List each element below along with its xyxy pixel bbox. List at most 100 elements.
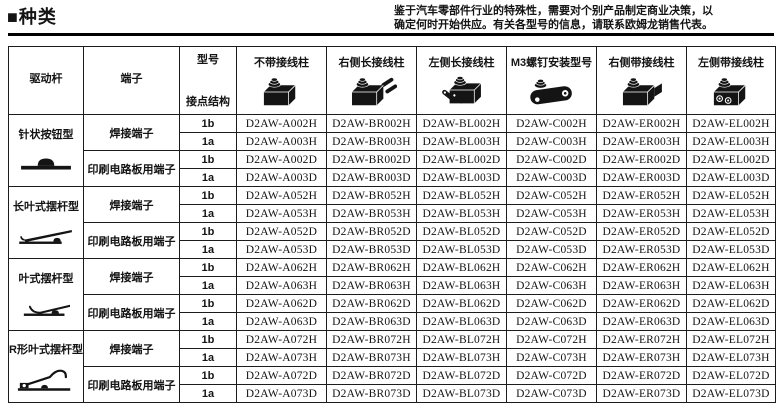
model-number-cell: D2AW-BR073D (325, 384, 417, 403)
contact-structure-cell: 1b (178, 294, 237, 313)
model-number-cell: D2AW-A003D (235, 168, 327, 187)
switch-left-long-terminal-icon (442, 76, 482, 104)
divider-rule (8, 33, 774, 36)
table-row: 1a D2AW-A003H D2AW-BR003H D2AW-BL003H D2AW-C… (9, 132, 776, 151)
table-row: 印刷电路板用端子 1b D2AW-A002D D2AW-BR002D D2AW-BL00… (9, 150, 776, 187)
table-row: 印刷电路板用端子 1b D2AW-A072D D2AW-BR072D D2AW-BL07… (9, 366, 776, 403)
header-product-col-plain: 不带接线柱 (235, 46, 327, 115)
model-number-cell: D2AW-C072D (505, 366, 597, 385)
model-number-cell: D2AW-ER003D (595, 168, 687, 187)
model-number-cell: D2AW-C003D (505, 168, 597, 187)
model-number-cell: D2AW-EL063H (685, 276, 776, 295)
table-body: 针状按钮型 焊接端子 1b D2AW-A002H D2AW-BR002H D2AW-BL0… (8, 114, 776, 403)
model-number-cell: D2AW-BL062H (415, 258, 507, 277)
header-product-col-left-long: 左侧长接线柱 (415, 46, 507, 115)
model-number-cell: D2AW-A053D (235, 240, 327, 259)
header-contact-structure-label: 接点结构 (185, 96, 230, 108)
table-row: 1a D2AW-A073H D2AW-BR073H D2AW-BL073H D2AW-C… (9, 348, 776, 367)
model-number-cell: D2AW-EL002H (685, 114, 776, 133)
model-number-cell: D2AW-BL003H (415, 132, 507, 151)
table-row: 印刷电路板用端子 1b D2AW-A062D D2AW-BR062D D2AW-BL06… (9, 294, 776, 331)
table-row: 印刷电路板用端子 1b D2AW-A052D D2AW-BR052D D2AW-BL05… (9, 222, 776, 259)
terminal-type-cell: 焊接端子 (82, 258, 180, 295)
model-number-cell: D2AW-ER062H (595, 258, 687, 277)
model-number-cell: D2AW-C053D (505, 240, 597, 259)
model-number-cell: D2AW-BL002H (415, 114, 507, 133)
model-number-cell: D2AW-C063D (505, 312, 597, 331)
contact-structure-cell: 1b (178, 258, 237, 277)
table-row: 1a D2AW-A063D D2AW-BR063D D2AW-BL063D D2AW-C… (9, 312, 776, 331)
model-number-cell: D2AW-C063H (505, 276, 597, 295)
hinge-lever-icon (23, 304, 70, 316)
table-header-row: 驱动杆 端子 型号 接点结构 不带接线柱 (8, 46, 776, 115)
model-number-cell: D2AW-BL063D (415, 312, 507, 331)
model-number-cell: D2AW-EL072D (685, 366, 776, 385)
table-row: 叶式摆杆型 焊接端子 1b D2AW-A062H D2AW-BR062H D2AW-BL0… (8, 258, 776, 331)
terminal-type-cell: 印刷电路板用端子 (82, 366, 180, 403)
model-number-cell: D2AW-ER002H (595, 114, 687, 133)
contact-structure-cell: 1a (178, 276, 237, 295)
model-number-cell: D2AW-EL003H (685, 132, 776, 151)
switch-right-long-terminal-icon (352, 77, 398, 106)
table-row: 1a D2AW-A063H D2AW-BR063H D2AW-BL063H D2AW-C… (9, 276, 776, 295)
model-number-cell: D2AW-BR053H (325, 204, 417, 223)
model-number-cell: D2AW-BL002D (415, 150, 507, 169)
model-number-cell: D2AW-BL052H (415, 186, 507, 205)
model-number-cell: D2AW-EL053D (685, 240, 776, 259)
model-number-cell: D2AW-BR002H (325, 114, 417, 133)
model-number-cell: D2AW-C003H (505, 132, 597, 151)
model-number-cell: D2AW-BR072D (325, 366, 417, 385)
model-number-cell: D2AW-ER052D (595, 222, 687, 241)
model-number-cell: D2AW-C062D (505, 294, 597, 313)
model-number-cell: D2AW-BR062D (325, 294, 417, 313)
header-product-col-right-terminal: 右侧带接线柱 (595, 46, 687, 115)
model-number-cell: D2AW-BL072H (415, 330, 507, 349)
model-number-cell: D2AW-EL073D (685, 384, 776, 403)
model-number-cell: D2AW-ER062D (595, 294, 687, 313)
model-number-cell: D2AW-ER063H (595, 276, 687, 295)
model-number-cell: D2AW-ER073D (595, 384, 687, 403)
table-row: 1a D2AW-A053H D2AW-BR053H D2AW-BL053H D2AW-C… (9, 204, 776, 223)
model-number-cell: D2AW-BL073D (415, 384, 507, 403)
model-number-cell: D2AW-EL053H (685, 204, 776, 223)
section-title: ■种类 (7, 7, 57, 27)
model-number-cell: D2AW-BR003H (325, 132, 417, 151)
model-number-cell: D2AW-EL072H (685, 330, 776, 349)
model-number-cell: D2AW-EL002D (685, 150, 776, 169)
model-number-cell: D2AW-BL053H (415, 204, 507, 223)
contact-structure-cell: 1a (178, 168, 237, 187)
model-number-cell: D2AW-A063D (235, 312, 327, 331)
header-product-label: M3螺钉安装型号 (510, 57, 593, 69)
contact-structure-cell: 1a (178, 240, 237, 259)
model-number-cell: D2AW-EL052H (685, 186, 776, 205)
model-number-cell: D2AW-BR002D (325, 150, 417, 169)
header-product-col-left-terminal: 左侧带接线柱 (685, 46, 776, 115)
r-hinge-lever-icon (17, 369, 71, 391)
model-number-cell: D2AW-C002D (505, 150, 597, 169)
model-number-cell: D2AW-BR053D (325, 240, 417, 259)
table-row: 1a D2AW-A073D D2AW-BR073D D2AW-BL073D D2AW-C… (9, 384, 776, 403)
model-number-cell: D2AW-ER072D (595, 366, 687, 385)
model-number-cell: D2AW-A053H (235, 204, 327, 223)
model-number-cell: D2AW-EL003D (685, 168, 776, 187)
terminal-type-cell: 印刷电路板用端子 (82, 150, 180, 187)
model-number-cell: D2AW-A002D (235, 150, 327, 169)
model-selection-table: 驱动杆 端子 型号 接点结构 不带接线柱 (8, 46, 776, 403)
terminal-type-cell: 焊接端子 (82, 186, 180, 223)
switch-no-terminal-icon (264, 77, 296, 106)
model-number-cell: D2AW-A062H (235, 258, 327, 277)
model-number-cell: D2AW-A072H (235, 330, 327, 349)
model-number-cell: D2AW-EL052D (685, 222, 776, 241)
availability-note-line1: 鉴于汽车零部件行业的特殊性，需要对个别产品制定商业决策，以 (394, 5, 713, 17)
lever-type-label: 针状按钮型 (18, 128, 74, 141)
model-number-cell: D2AW-BL072D (415, 366, 507, 385)
lever-type-label: 长叶式摆杆型 (12, 200, 79, 213)
model-number-cell: D2AW-ER052H (595, 186, 687, 205)
table-row: 针状按钮型 焊接端子 1b D2AW-A002H D2AW-BR002H D2AW-BL0… (8, 114, 776, 187)
header-product-label: 右侧带接线柱 (608, 57, 675, 69)
terminal-type-cell: 印刷电路板用端子 (82, 222, 180, 259)
contact-structure-cell: 1b (178, 222, 237, 241)
contact-structure-cell: 1a (178, 348, 237, 367)
contact-structure-cell: 1b (178, 150, 237, 169)
